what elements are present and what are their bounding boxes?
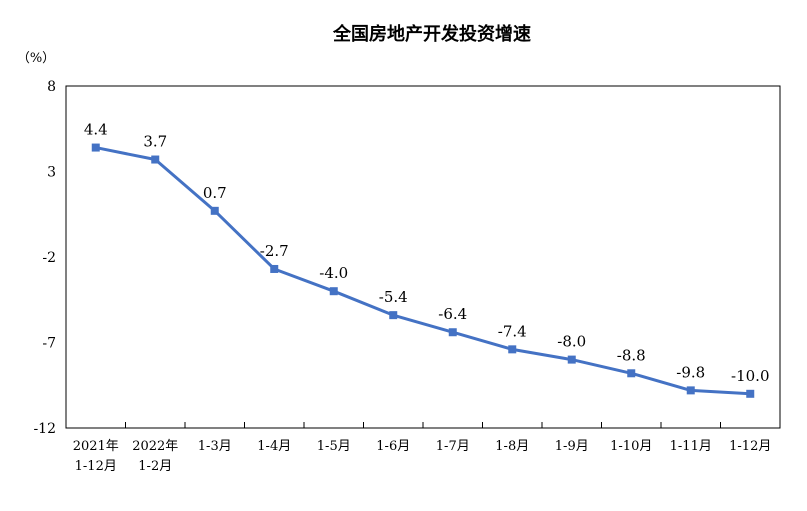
data-labels: 4.4 3.7 0.7 -2.7 -4.0 -5.4 -6.4 -7.4 -8.0 -8.8 -9.… — [84, 121, 770, 385]
y-unit-label: （%） — [17, 51, 55, 66]
x-tick-label: 1-3月 — [198, 439, 232, 454]
data-label: 3.7 — [143, 133, 167, 151]
data-point — [567, 355, 576, 364]
data-label: -8.8 — [617, 346, 646, 364]
data-point — [329, 287, 338, 296]
x-tick-label: 1-12月 — [75, 459, 117, 474]
y-tick-label: 8 — [47, 79, 56, 95]
x-tick-label: 1-4月 — [257, 439, 291, 454]
x-tick-label: 1-10月 — [610, 439, 652, 454]
data-point — [686, 386, 695, 395]
y-tick-label: -2 — [42, 250, 56, 266]
x-tick-label: 1-11月 — [670, 439, 712, 454]
data-point — [210, 206, 219, 215]
data-point — [627, 369, 636, 378]
data-point — [389, 311, 398, 320]
data-label: -7.4 — [498, 322, 527, 340]
data-point — [91, 143, 100, 152]
x-tick-label: 1-2月 — [138, 459, 172, 474]
data-point — [151, 155, 160, 164]
data-point — [270, 264, 279, 273]
x-axis-ticks: 2021年 1-12月 2022年 1-2月 1-3月 1-4月 1-5月 1-6月 1-7月 1… — [73, 422, 771, 474]
data-label: -4.0 — [319, 264, 348, 282]
data-label: -6.4 — [438, 305, 467, 323]
data-label: -5.4 — [379, 288, 408, 306]
data-label: 4.4 — [84, 121, 108, 139]
x-tick-label: 2021年 — [73, 439, 119, 454]
series-line — [94, 146, 752, 396]
plot-area-frame — [65, 85, 781, 429]
data-point — [746, 389, 755, 398]
y-tick-label: 3 — [47, 165, 56, 181]
data-point — [448, 328, 457, 337]
chart-title: 全国房地产开发投资增速 — [332, 23, 531, 45]
y-tick-label: -12 — [33, 421, 56, 437]
y-axis-ticks: 8 3 -2 -7 -12 — [33, 79, 56, 437]
x-tick-label: 1-12月 — [729, 439, 771, 454]
data-markers — [91, 143, 755, 398]
x-tick-label: 1-6月 — [376, 439, 410, 454]
x-tick-label: 1-9月 — [555, 439, 589, 454]
data-point — [508, 345, 517, 354]
x-tick-label: 2022年 — [132, 439, 178, 454]
data-label: -9.8 — [676, 363, 705, 381]
x-tick-label: 1-5月 — [317, 439, 351, 454]
data-label: -8.0 — [557, 333, 586, 351]
x-tick-label: 1-8月 — [495, 439, 529, 454]
data-label: -2.7 — [260, 242, 289, 260]
y-tick-label: -7 — [42, 336, 56, 352]
data-label: -10.0 — [731, 367, 769, 385]
x-tick-label: 1-7月 — [436, 439, 470, 454]
data-label: 0.7 — [203, 184, 227, 202]
